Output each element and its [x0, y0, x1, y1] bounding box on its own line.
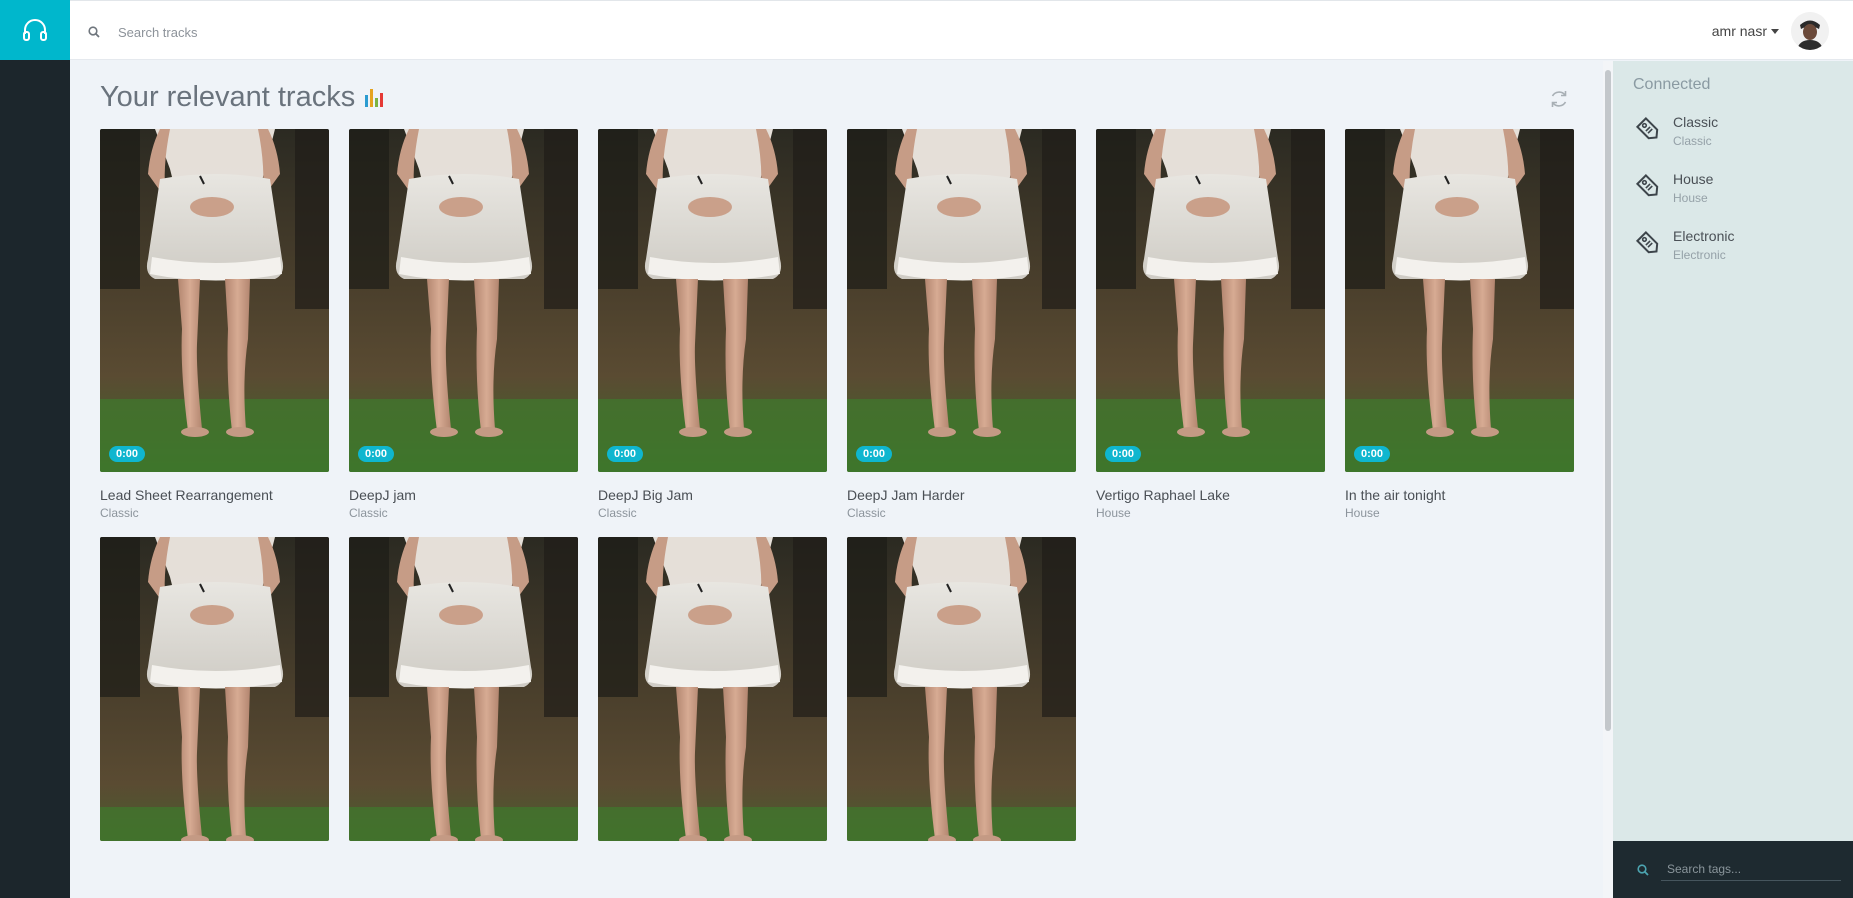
track-title[interactable]: In the air tonight: [1345, 487, 1574, 503]
page-title-text: Your relevant tracks: [100, 81, 355, 114]
track-card[interactable]: 0:00 DeepJ Big Jam Classic: [598, 129, 827, 537]
track-cover[interactable]: [349, 537, 578, 841]
tag-icon: [1633, 228, 1663, 258]
track-card[interactable]: 0:00 DeepJ jam Classic: [349, 129, 578, 537]
tag-sub: Electronic: [1673, 248, 1734, 262]
tag-icon: [1633, 114, 1663, 144]
headphones-icon: [22, 18, 48, 42]
track-cover[interactable]: 0:00: [1345, 129, 1574, 472]
duration-badge: 0:00: [1354, 446, 1390, 462]
page-title: Your relevant tracks: [100, 81, 383, 114]
track-card[interactable]: [349, 537, 578, 841]
track-card[interactable]: [100, 537, 329, 841]
tag-item-electronic[interactable]: Electronic Electronic: [1633, 228, 1734, 285]
track-cover[interactable]: [598, 537, 827, 841]
chevron-down-icon: [1771, 29, 1779, 34]
duration-badge: 0:00: [358, 446, 394, 462]
left-sidebar: [0, 0, 70, 898]
track-title[interactable]: DeepJ jam: [349, 487, 578, 503]
connected-panel: Connected Classic Classic: [1613, 61, 1853, 898]
track-search: [88, 21, 378, 43]
track-cover[interactable]: 0:00: [598, 129, 827, 472]
duration-badge: 0:00: [1105, 446, 1141, 462]
track-cover[interactable]: [847, 537, 1076, 841]
track-title[interactable]: Vertigo Raphael Lake: [1096, 487, 1325, 503]
track-tag: Classic: [349, 506, 578, 520]
track-tag: Classic: [598, 506, 827, 520]
track-title[interactable]: DeepJ Jam Harder: [847, 487, 1076, 503]
main-scrollbar[interactable]: [1603, 61, 1613, 898]
user-name: amr nasr: [1712, 23, 1767, 39]
track-cover[interactable]: 0:00: [100, 129, 329, 472]
tag-name: Electronic: [1673, 228, 1734, 244]
main-content: Your relevant tracks 0:00 Lead Sheet Rea…: [70, 61, 1605, 898]
track-card[interactable]: 0:00 DeepJ Jam Harder Classic: [847, 129, 1076, 537]
user-menu[interactable]: amr nasr: [1712, 11, 1829, 51]
search-icon: [1637, 864, 1649, 876]
tag-item-classic[interactable]: Classic Classic: [1633, 114, 1734, 171]
equalizer-icon: [365, 89, 383, 107]
track-card[interactable]: [847, 537, 1076, 841]
track-card[interactable]: 0:00 In the air tonight House: [1345, 129, 1574, 537]
track-cover[interactable]: [100, 537, 329, 841]
tag-icon: [1633, 171, 1663, 201]
track-tag: Classic: [100, 506, 329, 520]
track-title[interactable]: DeepJ Big Jam: [598, 487, 827, 503]
tag-list: Classic Classic House House: [1633, 114, 1734, 285]
duration-badge: 0:00: [109, 446, 145, 462]
tag-search: [1613, 841, 1853, 898]
tag-item-house[interactable]: House House: [1633, 171, 1734, 228]
search-input[interactable]: [118, 25, 378, 40]
refresh-icon[interactable]: [1548, 88, 1570, 110]
tag-name: House: [1673, 171, 1713, 187]
panel-title: Connected: [1633, 76, 1710, 94]
track-tag: Classic: [847, 506, 1076, 520]
track-card[interactable]: 0:00 Lead Sheet Rearrangement Classic: [100, 129, 329, 537]
search-icon: [88, 26, 100, 38]
avatar[interactable]: [1791, 12, 1829, 50]
tag-sub: Classic: [1673, 134, 1718, 148]
track-grid: 0:00 Lead Sheet Rearrangement Classic 0:…: [100, 129, 1574, 841]
track-cover[interactable]: 0:00: [349, 129, 578, 472]
top-header: amr nasr: [70, 0, 1853, 60]
app-logo[interactable]: [0, 0, 70, 60]
tag-name: Classic: [1673, 114, 1718, 130]
tag-search-input[interactable]: [1661, 858, 1841, 881]
track-cover[interactable]: 0:00: [847, 129, 1076, 472]
tag-sub: House: [1673, 191, 1713, 205]
track-title[interactable]: Lead Sheet Rearrangement: [100, 487, 329, 503]
track-cover[interactable]: 0:00: [1096, 129, 1325, 472]
track-tag: House: [1345, 506, 1574, 520]
duration-badge: 0:00: [607, 446, 643, 462]
track-card[interactable]: [598, 537, 827, 841]
scrollbar-thumb[interactable]: [1605, 70, 1611, 731]
track-tag: House: [1096, 506, 1325, 520]
track-card[interactable]: 0:00 Vertigo Raphael Lake House: [1096, 129, 1325, 537]
duration-badge: 0:00: [856, 446, 892, 462]
